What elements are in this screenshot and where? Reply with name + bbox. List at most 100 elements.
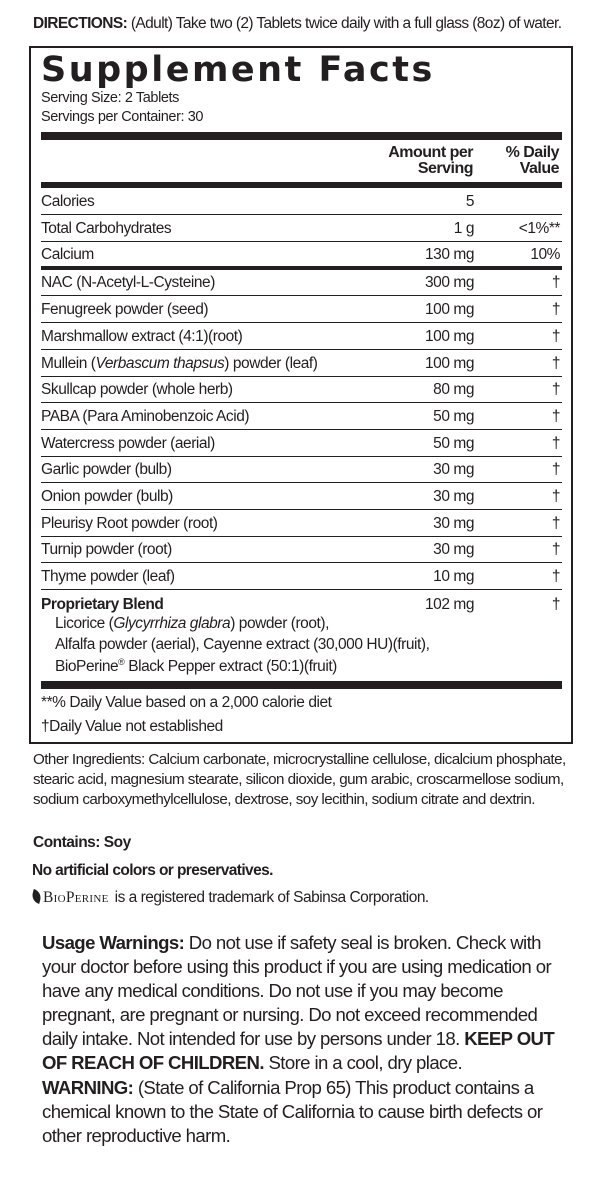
thick-divider <box>41 182 562 188</box>
name-text: Thyme powder (leaf) <box>41 568 175 586</box>
header-amount-line1: Amount per <box>388 144 473 161</box>
row-divider <box>41 402 562 404</box>
footnote-not-established: †Daily Value not established <box>41 718 223 735</box>
blend-line-1-post: ) powder (root), <box>230 615 329 632</box>
nutrient-daily-value: <1%** <box>518 219 561 237</box>
allergen-statement: Contains: Soy <box>33 834 131 851</box>
bioperine-logo: BioPerine <box>43 889 109 906</box>
nutrient-row: PABA (Para Aminobenzoic Acid) 50 mg † <box>41 404 562 430</box>
name-text: Calcium <box>41 246 94 264</box>
row-divider <box>41 509 562 510</box>
header-dv-line2: Value <box>519 160 560 177</box>
nutrient-amount: 130 mg <box>425 246 474 264</box>
nutrient-amount: 100 mg <box>425 327 474 345</box>
storage-text: Store in a cool, dry place. <box>263 1052 463 1074</box>
header-amount-per-serving: Amount per Serving <box>388 145 473 177</box>
nutrient-name: Skullcap powder (whole herb) <box>41 381 233 399</box>
nutrient-amount: 100 mg <box>425 301 474 319</box>
name-text: Total Carbohydrates <box>41 219 172 237</box>
nutrient-name: Pleurisy Root powder (root) <box>41 515 218 533</box>
row-divider <box>41 322 562 324</box>
nutrient-amount: 100 mg <box>425 354 474 372</box>
name-text: Mullein ( <box>41 354 96 372</box>
nutrient-name: Thyme powder (leaf) <box>41 568 175 586</box>
nutrient-row: Marshmallow extract (4:1)(root) 100 mg † <box>41 324 562 350</box>
row-divider <box>41 589 562 591</box>
blend-line-1-pre: Licorice ( <box>55 615 114 632</box>
row-divider <box>41 375 562 377</box>
blend-amount: 102 mg <box>425 596 474 613</box>
name-text: PABA (Para Aminobenzoic Acid) <box>41 407 250 425</box>
thick-divider <box>41 132 562 140</box>
nutrient-row: Fenugreek powder (seed) 100 mg † <box>41 297 562 324</box>
row-divider <box>41 562 562 564</box>
warnings-text: Do not use if safety seal is broken. Che… <box>42 932 552 1050</box>
panel-title: Supplement Facts <box>41 50 435 90</box>
nutrient-name: Total Carbohydrates <box>41 219 172 238</box>
name-text: Pleurisy Root powder (root) <box>41 514 218 532</box>
nutrient-row: Thyme powder (leaf) 10 mg † <box>41 564 562 591</box>
nutrient-amount: 50 mg <box>433 407 474 425</box>
keep-out-of-reach: KEEP OUT OF REACH OF CHILDREN. <box>42 1028 555 1074</box>
nutrient-name: Marshmallow extract (4:1)(root) <box>41 327 243 346</box>
name-text: NAC (N-Acetyl-L-Cysteine) <box>41 274 215 292</box>
nutrient-name: Turnip powder (root) <box>41 541 172 559</box>
nutrient-name: NAC (N-Acetyl-L-Cysteine) <box>41 274 215 292</box>
servings-per-container: Servings per Container: 30 <box>41 109 204 125</box>
blend-line-2: Alfalfa powder (aerial), Cayenne extract… <box>55 636 430 653</box>
row-divider <box>41 266 562 271</box>
directions: DIRECTIONS: (Adult) Take two (2) Tablets… <box>33 15 562 33</box>
nutrient-amount: 30 mg <box>433 488 474 505</box>
other-ingredients: Other Ingredients: Calcium carbonate, mi… <box>33 751 566 808</box>
nutrient-row: Garlic powder (bulb) 30 mg † <box>41 457 562 484</box>
row-divider <box>41 214 562 215</box>
nutrient-daily-value: † <box>551 461 561 479</box>
nutrient-amount: 5 <box>465 193 475 210</box>
nutrient-name: Garlic powder (bulb) <box>41 461 172 479</box>
name-text: Garlic powder (bulb) <box>41 461 172 479</box>
footnote-daily-value: **% Daily Value based on a 2,000 calorie… <box>41 694 332 711</box>
nutrient-amount: 10 mg <box>433 568 474 586</box>
nutrient-daily-value: † <box>551 301 561 319</box>
name-text: ) powder (leaf) <box>224 354 318 372</box>
thick-divider <box>41 681 562 689</box>
row-divider <box>41 295 562 297</box>
nutrient-name: Fenugreek powder (seed) <box>41 301 209 319</box>
row-divider <box>41 482 562 484</box>
nutrient-row: Skullcap powder (whole herb) 80 mg † <box>41 377 562 404</box>
nutrient-daily-value: † <box>551 434 561 452</box>
nutrient-daily-value: 10% <box>530 246 560 264</box>
prop65-text: (State of California Prop 65) This produ… <box>42 1076 543 1146</box>
nutrient-row: Total Carbohydrates 1 g <1%** <box>41 216 562 242</box>
row-divider <box>41 455 562 457</box>
directions-text: (Adult) Take two (2) Tablets twice daily… <box>127 15 562 32</box>
name-text: Calories <box>41 193 95 210</box>
blend-line-1-latin: Glycyrrhiza glabra <box>113 615 231 632</box>
blend-line-3-post: Black Pepper extract (50:1)(fruit) <box>124 658 337 676</box>
prop65-label: WARNING: <box>42 1076 134 1098</box>
nutrient-row: Turnip powder (root) 30 mg † <box>41 537 562 564</box>
name-text: Marshmallow extract (4:1)(root) <box>41 327 243 345</box>
nutrient-row: Calcium 130 mg 10% <box>41 242 562 271</box>
nutrient-name: PABA (Para Aminobenzoic Acid) <box>41 407 250 426</box>
serving-size: Serving Size: 2 Tablets <box>41 90 180 106</box>
name-text: Skullcap powder (whole herb) <box>41 381 233 399</box>
header-amount-line2: Serving <box>417 160 474 177</box>
proprietary-blend-row: Proprietary Blend 102 mg † <box>41 592 562 672</box>
latin-name: Verbascum thapsus <box>95 354 225 372</box>
directions-label: DIRECTIONS: <box>33 15 128 32</box>
name-text: Onion powder (bulb) <box>41 488 173 505</box>
blend-line-3-pre: BioPerine <box>55 658 119 676</box>
registered-mark: ® <box>118 657 125 667</box>
nutrient-daily-value: † <box>551 407 561 425</box>
nutrient-name: Mullein (Verbascum thapsus) powder (leaf… <box>41 354 318 373</box>
header-daily-value: % Daily Value <box>506 145 560 177</box>
nutrient-daily-value: † <box>551 327 561 345</box>
nutrient-daily-value: † <box>551 568 561 586</box>
row-divider <box>41 428 562 430</box>
name-text: Fenugreek powder (seed) <box>41 301 209 319</box>
nutrient-row: Pleurisy Root powder (root) 30 mg † <box>41 511 562 537</box>
row-divider <box>41 348 562 350</box>
nutrient-amount: 80 mg <box>433 381 474 399</box>
nutrient-row: Watercress powder (aerial) 50 mg † <box>41 431 562 457</box>
